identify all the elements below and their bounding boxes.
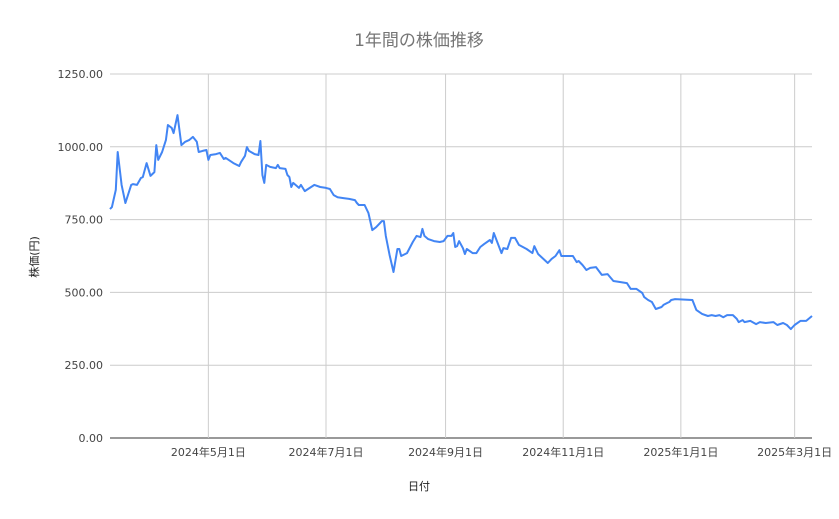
y-tick-label: 750.00	[65, 214, 104, 227]
x-tick-label: 2024年11月1日	[522, 445, 604, 459]
data-points	[109, 115, 813, 330]
y-tick-label: 500.00	[65, 286, 104, 299]
y-tick-label: 1250.00	[58, 68, 104, 81]
x-tick-label: 2024年9月1日	[408, 445, 483, 459]
series-line	[109, 114, 813, 331]
x-axis-label: 日付	[408, 480, 430, 493]
y-tick-label: 0.00	[79, 432, 104, 445]
x-tick-label: 2024年7月1日	[289, 445, 364, 459]
x-tick-label: 2025年3月1日	[757, 445, 832, 459]
x-tick-label: 2024年5月1日	[171, 445, 246, 459]
chart-title: 1年間の株価推移	[354, 31, 484, 51]
y-tick-label: 1000.00	[58, 141, 104, 154]
y-axis-label: 株価(円)	[27, 236, 41, 278]
x-tick-label: 2025年1月1日	[643, 445, 718, 459]
y-tick-label: 250.00	[65, 359, 104, 372]
